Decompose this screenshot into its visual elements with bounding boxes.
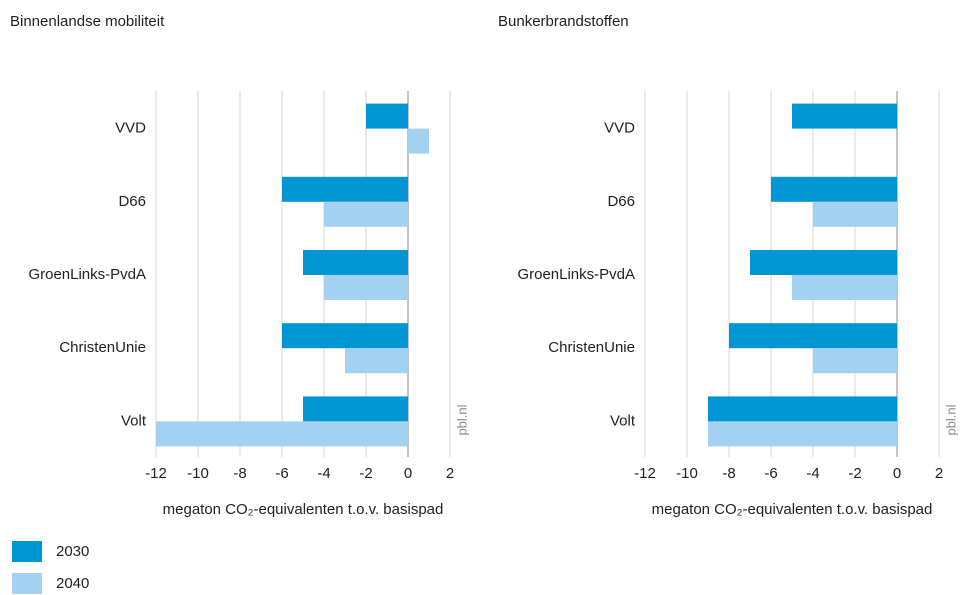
x-tick-label: 2 — [446, 465, 454, 482]
bar — [708, 396, 897, 422]
x-tick-label: -8 — [722, 465, 735, 482]
x-tick-label: -6 — [275, 465, 288, 482]
x-tick-label: -4 — [317, 465, 330, 482]
category-label: ChristenUnie — [59, 339, 146, 356]
bar — [156, 421, 408, 447]
bar — [750, 250, 897, 275]
x-tick-label: -10 — [187, 465, 209, 482]
x-tick-label: 0 — [893, 465, 901, 482]
chart-title: Bunkerbrandstoffen — [498, 13, 629, 30]
bar — [729, 323, 897, 349]
x-tick-label: -2 — [848, 465, 861, 482]
bar — [813, 348, 897, 374]
source-label: pbl.nl — [454, 404, 469, 435]
bar — [813, 201, 897, 227]
x-tick-label: -8 — [233, 465, 246, 482]
category-label: GroenLinks-PvdA — [28, 266, 146, 283]
source-label: pbl.nl — [943, 404, 958, 435]
x-tick-label: 0 — [404, 465, 412, 482]
chart-title: Binnenlandse mobiliteit — [10, 13, 165, 30]
bar — [324, 201, 408, 227]
x-tick-label: -10 — [676, 465, 698, 482]
x-axis-label: megaton CO₂-equivalenten t.o.v. basispad — [163, 501, 444, 518]
x-tick-label: -2 — [359, 465, 372, 482]
category-label: VVD — [115, 120, 146, 137]
x-tick-label: -12 — [634, 465, 656, 482]
bar — [771, 176, 897, 202]
bar — [792, 103, 897, 129]
x-tick-label: 2 — [935, 465, 943, 482]
x-axis-label: megaton CO₂-equivalenten t.o.v. basispad — [652, 501, 933, 518]
bar — [303, 396, 408, 422]
bar — [282, 323, 408, 349]
bar — [708, 421, 897, 447]
category-label: VVD — [604, 120, 635, 137]
bar — [324, 275, 408, 300]
x-tick-label: -12 — [145, 465, 167, 482]
legend-label: 2030 — [56, 543, 89, 560]
x-tick-label: -6 — [764, 465, 777, 482]
category-label: GroenLinks-PvdA — [517, 266, 635, 283]
category-label: Volt — [610, 412, 636, 429]
category-label: D66 — [607, 193, 635, 210]
legend-swatch — [12, 541, 42, 562]
category-label: Volt — [121, 412, 147, 429]
bar — [366, 103, 408, 129]
bar — [408, 128, 429, 154]
category-label: ChristenUnie — [548, 339, 635, 356]
bar — [345, 348, 408, 374]
bar — [282, 176, 408, 202]
bar — [303, 250, 408, 275]
x-tick-label: -4 — [806, 465, 819, 482]
legend-label: 2040 — [56, 575, 89, 592]
bar — [792, 275, 897, 300]
category-label: D66 — [118, 193, 146, 210]
legend-swatch — [12, 573, 42, 594]
